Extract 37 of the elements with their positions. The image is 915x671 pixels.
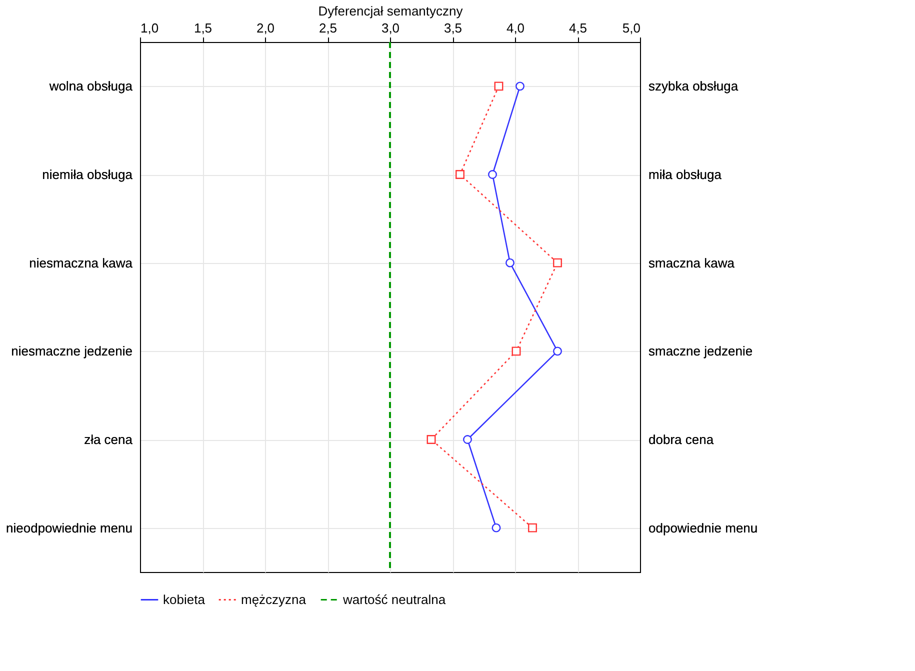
point <box>456 170 464 179</box>
y-tick-label: wolna obsługa <box>48 78 134 94</box>
point <box>463 435 472 444</box>
y2-tick-label: miła obsługa <box>648 167 722 182</box>
point <box>553 258 562 268</box>
y2-tick-label: smaczne jedzenie <box>648 344 753 359</box>
y2-tick-label: smaczna kawa <box>648 255 736 270</box>
point <box>426 435 436 444</box>
legend-label: kobieta <box>163 592 206 607</box>
x-tick-label: 3,0 <box>381 20 400 36</box>
x-tick-label: 2,0 <box>256 20 275 36</box>
ref-line-label: wartość neutralna <box>342 592 446 607</box>
x-tick-label: 5,0 <box>622 20 640 36</box>
point <box>528 523 537 532</box>
point <box>492 523 501 532</box>
x-tick-label: 4,0 <box>506 20 525 36</box>
y2-tick-label: dobra cena <box>648 432 714 447</box>
x-tick-label: 4,5 <box>568 20 588 36</box>
x-tick-label: 1,0 <box>140 20 159 36</box>
y-tick-label: niesmaczne jedzenie <box>11 344 132 359</box>
x-tick-label: 2,5 <box>318 20 338 36</box>
point <box>488 170 497 179</box>
point <box>553 346 562 356</box>
legend-label: mężczyzna <box>241 592 307 607</box>
y2-tick-label: szybka obsługa <box>648 78 739 94</box>
x-tick-label: 3,5 <box>444 20 462 36</box>
point <box>506 258 514 268</box>
y-tick-label: niesmaczna kawa <box>29 255 134 270</box>
x-axis-title: Dyferencjał semantyczny <box>318 4 464 18</box>
point <box>494 82 504 91</box>
y-tick-label: nieodpowiednie menu <box>6 520 132 536</box>
y2-tick-label: odpowiednie menu <box>648 520 758 536</box>
point <box>516 82 524 91</box>
point <box>512 346 521 356</box>
y-tick-label: niemiła obsługa <box>42 167 134 182</box>
y-tick-label: zła cena <box>84 432 134 447</box>
x-tick-label: 1,5 <box>194 20 212 36</box>
